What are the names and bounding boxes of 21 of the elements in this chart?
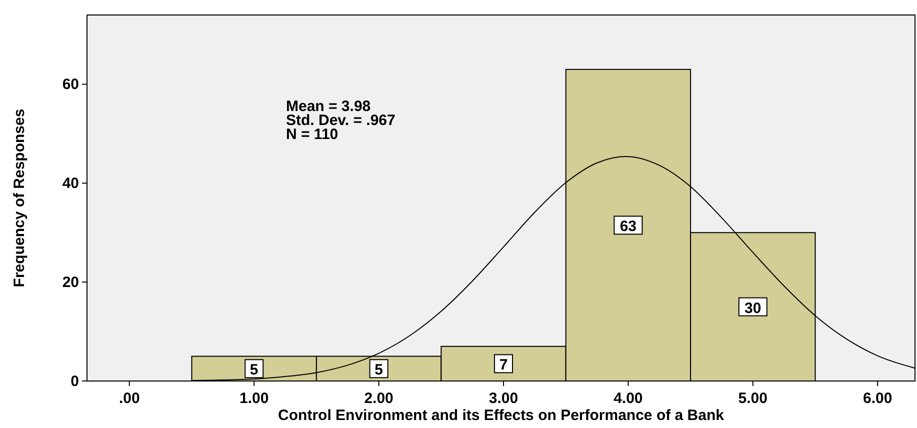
x-tick-label: .00 (118, 390, 140, 407)
x-tick-label: 5.00 (738, 390, 768, 407)
x-axis-title: Control Environment and its Effects on Performance of a Bank (278, 407, 725, 424)
annotation: Std. Dev. = .967 (286, 112, 396, 129)
data-label: 63 (620, 218, 637, 236)
annotation: Mean = 3.98 (286, 98, 371, 115)
data-label: 30 (744, 300, 762, 317)
y-tick-label: 0 (70, 373, 79, 390)
x-tick-label: 4.00 (614, 390, 643, 407)
y-axis-title: Frequency of Responses (11, 108, 28, 288)
annotation: N = 110 (286, 126, 338, 143)
x-tick-label: 1.00 (239, 390, 269, 407)
x-tick-label: 6.00 (862, 390, 892, 407)
data-label: 7 (499, 356, 508, 374)
data-label: 5 (250, 362, 258, 379)
y-tick-label: 40 (62, 175, 79, 192)
data-label: 5 (374, 362, 383, 379)
x-tick-label: 2.00 (364, 390, 394, 407)
x-tick-label: 3.00 (488, 390, 518, 407)
y-tick-label: 60 (62, 76, 79, 94)
y-tick-label: 20 (62, 274, 79, 292)
